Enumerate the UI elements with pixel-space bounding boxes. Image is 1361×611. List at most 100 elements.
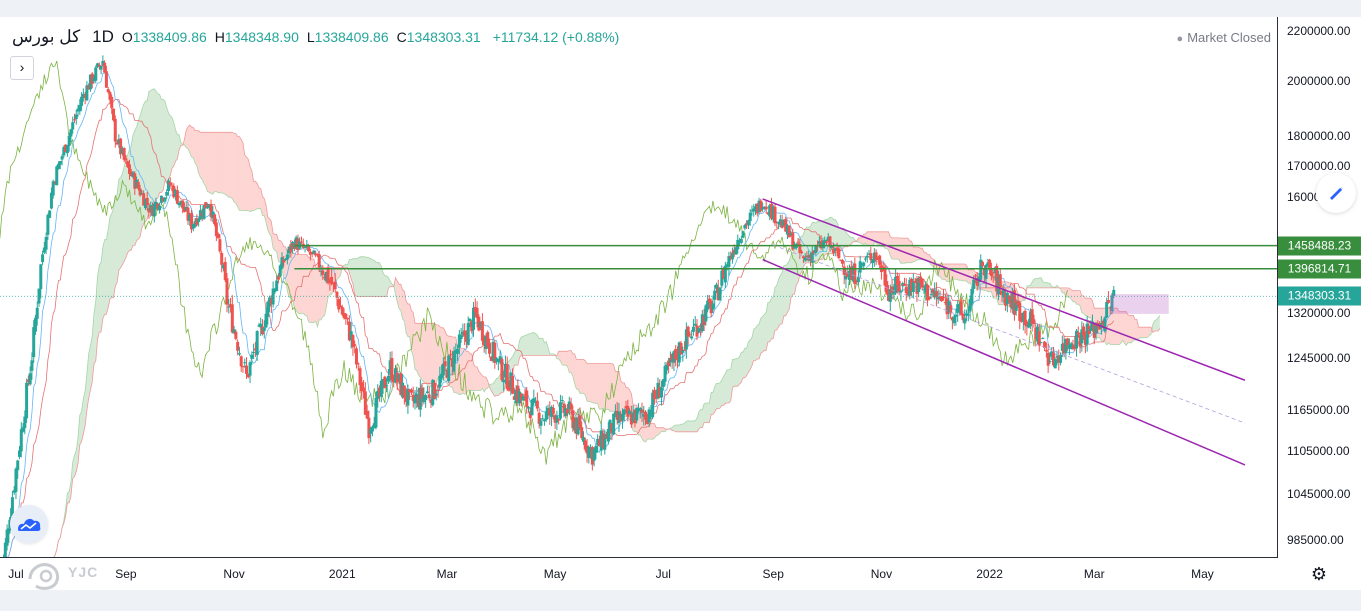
price-tick-label: 1700000.00 [1287,158,1351,173]
ichimoku-cloud-segment [305,254,307,316]
pencil-edit-icon[interactable] [1316,173,1356,213]
candle-body [934,291,938,298]
low-value: 1338409.86 [314,29,389,45]
candle-body [291,242,295,249]
ichimoku-cloud-segment [565,351,568,367]
ichimoku-cloud-segment [743,348,745,378]
candle-body [585,445,589,454]
ichimoku-cloud-segment [1127,314,1130,343]
time-tick-label: May [543,567,567,581]
leading-span-b-line [53,124,1161,557]
ichimoku-cloud-segment [622,382,625,416]
candle-body [959,301,963,315]
candle-body [489,356,493,361]
plot-area[interactable] [0,17,1277,557]
candle-body [1101,320,1105,328]
candle-body [99,66,103,70]
candle-body [71,122,75,130]
ichimoku-cloud-segment [592,363,595,403]
candle-body [702,316,706,326]
candle-body [58,161,62,165]
ichimoku-cloud-segment [790,252,793,298]
ichimoku-cloud-segment [102,239,105,319]
ichimoku-cloud-segment [1067,287,1070,298]
candle-body [41,254,45,263]
candle-body [1043,341,1047,348]
candle-body [324,271,328,282]
candle-body [452,351,456,372]
candle-body [605,434,609,439]
candle-body [104,71,108,88]
candle-body [590,447,594,465]
candle-body [661,379,665,388]
candle-body [1002,289,1006,298]
ichimoku-cloud-segment [755,325,758,361]
settings-gear-icon[interactable]: ⚙ [1310,564,1328,584]
ichimoku-cloud-segment [656,427,658,436]
ichimoku-cloud-segment [888,231,891,257]
ichimoku-cloud-segment [212,132,215,195]
candle-body [697,328,701,333]
ichimoku-cloud-segment [368,257,371,297]
candle-body [771,206,775,220]
open-label: O [121,29,133,45]
tradingview-cloud-logo-icon[interactable] [10,505,48,543]
candle-body [14,468,18,492]
ichimoku-cloud-segment [691,420,694,432]
candle-body [284,259,288,261]
candle-body [516,385,520,402]
candle-body [374,397,378,428]
ichimoku-cloud-segment [757,324,760,359]
candle-body [782,219,786,226]
candle-body [862,262,866,267]
candle-body [312,250,316,255]
candle-body [294,237,298,249]
candle-body [1078,335,1082,347]
ichimoku-cloud-segment [684,421,687,432]
candle-body [942,296,946,298]
candle-body [503,363,507,378]
candle-body [647,409,651,423]
candle-body [388,360,392,374]
ichimoku-cloud-segment [255,181,258,210]
chart-panel[interactable]: کل بورس 1D O1338409.86 H1348348.90 L1338… [0,17,1361,590]
candle-body [778,219,782,225]
candle-body [1089,328,1093,331]
symbol-name[interactable]: کل بورس [12,27,81,46]
candle-body [67,135,71,146]
candle-body [690,336,694,339]
ichimoku-cloud-segment [390,281,392,287]
candle-body [85,85,89,101]
ichimoku-cloud-segment [234,133,236,204]
candle-body [629,413,633,425]
candle-body [1106,299,1110,303]
candle-body [1098,324,1102,330]
candle-body [126,161,130,168]
ichimoku-cloud-segment [712,386,715,415]
candle-body [303,246,307,248]
candle-body [876,257,880,259]
ichimoku-cloud-segment [423,323,426,383]
ichimoku-cloud-segment [361,256,364,297]
timeframe-label[interactable]: 1D [92,27,114,46]
ichimoku-cloud-segment [689,421,692,432]
candle-body [1005,293,1009,305]
ichimoku-cloud-segment [469,353,472,391]
candle-body [49,192,53,209]
candle-body [544,411,548,420]
ichimoku-cloud-segment [578,359,580,394]
candle-body [658,386,662,398]
ichimoku-cloud-segment [945,263,948,282]
candle-body [832,248,836,254]
candle-body [796,242,800,244]
candle-body [943,302,947,304]
candle-body [402,385,406,399]
candle-body [952,316,956,324]
candle-body [1076,332,1080,335]
candle-body [675,355,679,361]
ichimoku-cloud-segment [418,323,421,378]
ichimoku-cloud-segment [273,233,275,251]
expand-legend-button[interactable]: › [10,56,34,80]
ichimoku-cloud-segment [496,377,499,396]
candle-body [521,396,525,401]
